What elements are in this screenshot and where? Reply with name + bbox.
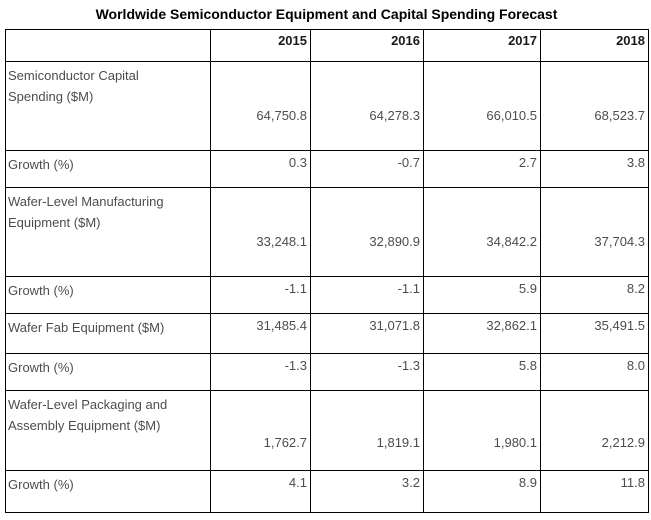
value-cell: 35,491.5 <box>540 313 649 354</box>
row-label: Growth (%) <box>5 150 211 188</box>
value-cell: 1,980.1 <box>423 390 541 471</box>
year-header-2018: 2018 <box>540 29 649 62</box>
table-row-capital-spending: Semiconductor Capital Spending ($M) 64,7… <box>5 61 649 151</box>
value-cell: 3.2 <box>310 470 424 513</box>
value-cell: 64,750.8 <box>210 61 311 151</box>
table-row-wafer-level-packaging: Wafer-Level Packaging and Assembly Equip… <box>5 390 649 471</box>
table-row-growth: Growth (%) 0.3 -0.7 2.7 3.8 <box>5 150 649 188</box>
value-cell: 32,890.9 <box>310 187 424 277</box>
value-cell: 31,485.4 <box>210 313 311 354</box>
value-cell: 8.2 <box>540 276 649 314</box>
table-row-wafer-level-manufacturing: Wafer-Level Manufacturing Equipment ($M)… <box>5 187 649 277</box>
forecast-table: 2015 2016 2017 2018 Semiconductor Capita… <box>5 29 649 513</box>
value-cell: 5.9 <box>423 276 541 314</box>
value-cell: 11.8 <box>540 470 649 513</box>
value-cell: 8.9 <box>423 470 541 513</box>
value-cell: 68,523.7 <box>540 61 649 151</box>
table-row-growth: Growth (%) -1.1 -1.1 5.9 8.2 <box>5 276 649 314</box>
value-cell: 2.7 <box>423 150 541 188</box>
value-cell: 5.8 <box>423 353 541 391</box>
value-cell: 3.8 <box>540 150 649 188</box>
table-row-wafer-fab: Wafer Fab Equipment ($M) 31,485.4 31,071… <box>5 313 649 354</box>
value-cell: -1.1 <box>210 276 311 314</box>
value-cell: -1.3 <box>210 353 311 391</box>
row-label: Semiconductor Capital Spending ($M) <box>5 61 211 151</box>
value-cell: 8.0 <box>540 353 649 391</box>
row-label: Growth (%) <box>5 353 211 391</box>
value-cell: 34,842.2 <box>423 187 541 277</box>
year-header-2017: 2017 <box>423 29 541 62</box>
row-label: Growth (%) <box>5 276 211 314</box>
year-header-2015: 2015 <box>210 29 311 62</box>
chart-title: Worldwide Semiconductor Equipment and Ca… <box>95 6 558 22</box>
table-row-growth: Growth (%) -1.3 -1.3 5.8 8.0 <box>5 353 649 391</box>
value-cell: 32,862.1 <box>423 313 541 354</box>
value-cell: 2,212.9 <box>540 390 649 471</box>
value-cell: -0.7 <box>310 150 424 188</box>
row-label: Growth (%) <box>5 470 211 513</box>
value-cell: 37,704.3 <box>540 187 649 277</box>
value-cell: 0.3 <box>210 150 311 188</box>
table-row-growth: Growth (%) 4.1 3.2 8.9 11.8 <box>5 470 649 513</box>
row-label: Wafer-Level Packaging and Assembly Equip… <box>5 390 211 471</box>
year-header-2016: 2016 <box>310 29 424 62</box>
value-cell: -1.1 <box>310 276 424 314</box>
row-label: Wafer-Level Manufacturing Equipment ($M) <box>5 187 211 277</box>
row-label: Wafer Fab Equipment ($M) <box>5 313 211 354</box>
value-cell: 64,278.3 <box>310 61 424 151</box>
corner-cell <box>5 29 211 62</box>
value-cell: 33,248.1 <box>210 187 311 277</box>
value-cell: 1,762.7 <box>210 390 311 471</box>
value-cell: 4.1 <box>210 470 311 513</box>
header-row: 2015 2016 2017 2018 <box>5 29 649 62</box>
value-cell: 66,010.5 <box>423 61 541 151</box>
value-cell: 1,819.1 <box>310 390 424 471</box>
value-cell: -1.3 <box>310 353 424 391</box>
value-cell: 31,071.8 <box>310 313 424 354</box>
